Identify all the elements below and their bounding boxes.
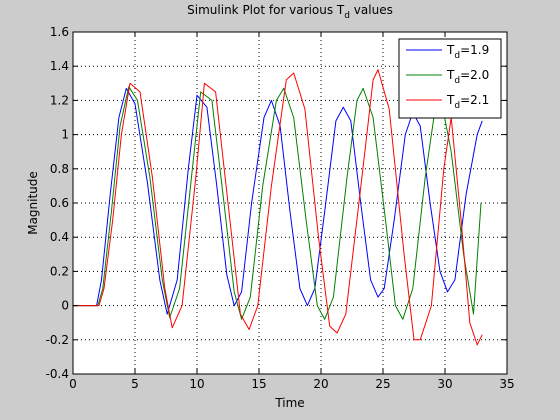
y-tick-label: 0 <box>61 299 69 313</box>
x-tick-label: 0 <box>69 377 77 391</box>
legend-label-3: Td=2.1 <box>446 93 489 111</box>
legend: Td=1.9 Td=2.0 Td=2.1 <box>398 38 502 119</box>
y-tick-label: 0.6 <box>50 196 69 210</box>
y-tick-label: -0.2 <box>46 333 69 347</box>
y-tick-label: 0.4 <box>50 230 69 244</box>
y-tick-label: 1.4 <box>50 59 69 73</box>
x-tick-label: 15 <box>251 377 266 391</box>
series-line-2 <box>73 86 482 320</box>
ticks <box>72 31 508 375</box>
y-axis-label: Magnitude <box>26 171 40 235</box>
y-tick-label: 0.2 <box>50 264 69 278</box>
y-tick-label: 1 <box>61 128 69 142</box>
x-tick-label: 25 <box>375 377 390 391</box>
x-tick-label: 5 <box>131 377 139 391</box>
legend-box <box>398 38 502 119</box>
x-tick-label: 35 <box>499 377 514 391</box>
chart-title: Simulink Plot for various Td values <box>187 3 393 21</box>
y-tick-labels: -0.4 -0.2 0 0.2 0.4 0.6 0.8 1 1.2 1.4 1.6 <box>46 25 69 381</box>
x-tick-labels: 0 5 10 15 20 25 30 35 <box>69 377 514 391</box>
y-tick-label: 1.6 <box>50 25 69 39</box>
plot-area <box>73 69 483 346</box>
y-tick-label: 1.2 <box>50 93 69 107</box>
x-tick-label: 20 <box>313 377 328 391</box>
x-tick-label: 10 <box>189 377 204 391</box>
x-tick-label: 30 <box>437 377 452 391</box>
series-line-3 <box>73 69 483 346</box>
series-line-1 <box>73 87 483 315</box>
legend-label-2: Td=2.0 <box>446 68 489 86</box>
y-tick-label: -0.4 <box>46 367 69 381</box>
y-tick-label: 0.8 <box>50 162 69 176</box>
x-axis-label: Time <box>274 396 304 410</box>
legend-label-1: Td=1.9 <box>446 43 489 61</box>
